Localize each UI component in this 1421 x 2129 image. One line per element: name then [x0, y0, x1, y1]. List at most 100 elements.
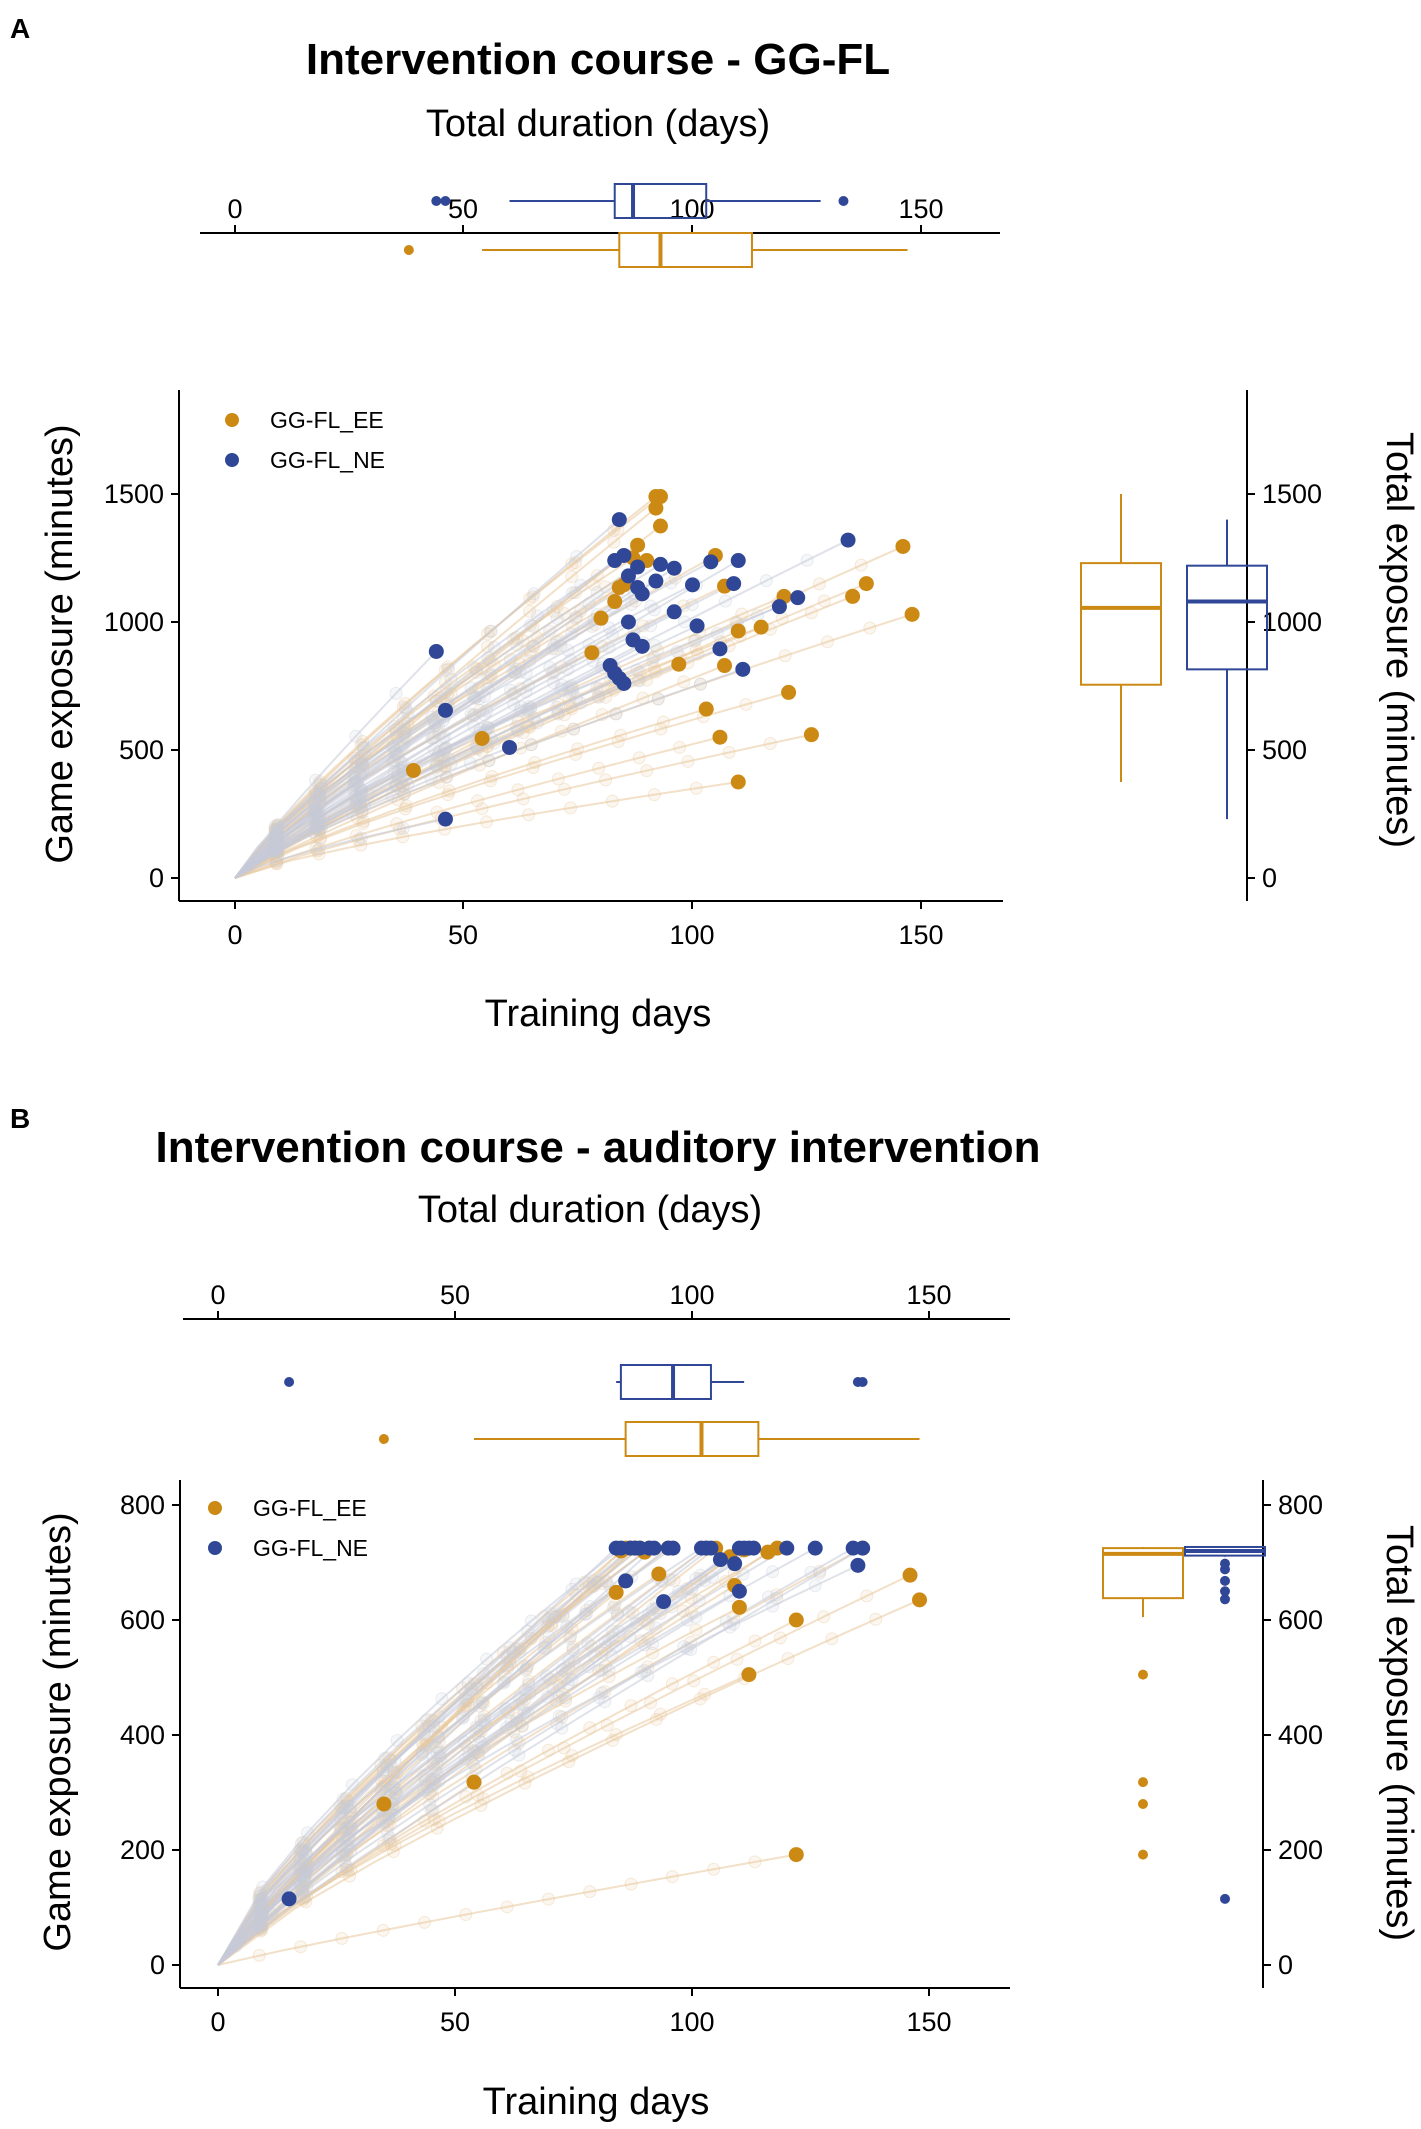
trajectory-ne-24 — [217, 1547, 854, 1966]
trajectory-marker-ee-26-13 — [781, 1652, 795, 1666]
trajectory-marker-ne-25-5 — [424, 1783, 438, 1797]
panel-a-rtick-label-0: 0 — [1262, 863, 1277, 893]
trajectory-marker-ee-17-6 — [470, 794, 484, 808]
trajectory-ee-11 — [234, 507, 657, 879]
trajectory-marker-ne-28-8 — [567, 722, 581, 736]
trajectory-marker-ne-24-7 — [507, 1743, 521, 1757]
trajectory-marker-ne-19-6 — [474, 1714, 488, 1728]
trajectory-marker-ne-11-3 — [335, 1801, 349, 1815]
exposure-outlier-ne-4 — [1220, 1594, 1230, 1605]
point-ne-15 — [712, 1552, 728, 1568]
trajectory-marker-ne-23-9 — [595, 1663, 609, 1677]
panel-a-legend: GG-FL_EE GG-FL_NE — [225, 407, 385, 473]
trajectory-ne-18 — [217, 1590, 740, 1966]
panel-b-xtick-label-50: 50 — [440, 2007, 470, 2037]
panel-b-title: Intervention course - auditory intervent… — [155, 1123, 1040, 1172]
trajectory-marker-ne-26-9 — [602, 641, 616, 655]
trajectory-marker-ne-7-2 — [297, 1843, 311, 1857]
point-ee-15 — [698, 701, 714, 717]
panel-b-rtick-label-200: 200 — [1278, 1835, 1323, 1865]
point-ee-17 — [731, 1599, 747, 1615]
trajectory-marker-ne-19-5 — [430, 1746, 444, 1760]
panel-b-legend-key-ne — [208, 1541, 222, 1555]
trajectory-marker-ne-11-5 — [418, 1727, 432, 1741]
trajectory-ne-20 — [217, 1547, 750, 1966]
point-ne-3 — [618, 1573, 634, 1589]
trajectory-marker-ne-6-5 — [439, 685, 453, 699]
panel-a-ytick-label-0: 0 — [149, 863, 164, 893]
trajectory-marker-ne-29-8 — [563, 686, 577, 700]
trajectory-marker-ne-12-5 — [431, 1730, 445, 1744]
trajectory-marker-ee-26-11 — [693, 1692, 707, 1706]
trajectory-marker-ne-22-11 — [692, 1594, 706, 1608]
trajectory-marker-ne-24-9 — [585, 619, 599, 633]
trajectory-marker-ne-8-8 — [570, 549, 584, 563]
trajectory-marker-ee-22-13 — [748, 1634, 762, 1648]
panel-b-top-axis-title: Total duration (days) — [418, 1189, 762, 1231]
trajectory-marker-ne-30-8 — [550, 700, 564, 714]
trajectory-ne-25 — [234, 647, 721, 879]
trajectory-marker-ne-31-7 — [514, 700, 528, 714]
trajectory-marker-ee-25-11 — [687, 1674, 701, 1688]
trajectory-marker-ee-26-14 — [825, 1632, 839, 1646]
trajectory-marker-ne-21-10 — [623, 1630, 637, 1644]
panel-a-right-axis-title: Total exposure (minutes) — [1378, 432, 1420, 848]
trajectory-marker-ee-25-13 — [763, 736, 777, 750]
trajectory-marker-ne-24-4 — [387, 739, 401, 753]
trajectory-marker-ne-2-2 — [312, 842, 326, 856]
point-ee-25 — [902, 1567, 918, 1583]
trajectory-marker-ne-19-1 — [255, 1897, 269, 1911]
trajectory-marker-ne-2-4 — [390, 1733, 404, 1747]
point-ee-13 — [652, 489, 668, 505]
trajectory-marker-ne-22-9 — [602, 621, 616, 635]
trajectory-marker-ne-24-4 — [380, 1826, 394, 1840]
trajectory-marker-ee-20-7 — [522, 808, 536, 822]
trajectory-ne-2 — [217, 1547, 622, 1966]
trajectory-marker-ee-17-11 — [673, 740, 687, 754]
trajectory-marker-ee-25-10 — [644, 1696, 658, 1710]
point-ne-30 — [790, 590, 806, 606]
trajectory-marker-ne-25-4 — [382, 1810, 396, 1824]
trajectory-marker-ne-26-3 — [340, 1860, 354, 1874]
trajectory-marker-ne-9-6 — [487, 640, 501, 654]
trajectory-marker-ee-24-9 — [611, 735, 625, 749]
panel-a-top-tick-label-150: 150 — [898, 194, 943, 224]
point-ne-24 — [703, 554, 719, 570]
point-ne-17 — [634, 638, 650, 654]
trajectory-marker-ee-17-10 — [632, 751, 646, 765]
point-ee-17 — [712, 729, 728, 745]
trajectory-marker-ee-23-6 — [459, 1908, 473, 1922]
trajectory-marker-ne-31-8 — [555, 678, 569, 692]
trajectory-marker-ne-28-11 — [694, 677, 708, 691]
trajectory-marker-ee-23-4 — [376, 1923, 390, 1937]
trajectory-marker-ne-24-3 — [347, 766, 361, 780]
panel-b-ytick-label-0: 0 — [150, 1950, 165, 1980]
trajectory-marker-ne-27-4 — [396, 756, 410, 770]
panel-b-top-axis: 0 50 100 150 — [183, 1280, 1010, 1320]
trajectory-marker-ee-19-11 — [677, 675, 691, 689]
trajectory-marker-ee-24-5 — [441, 788, 455, 802]
trajectory-ne-14 — [234, 566, 639, 879]
trajectory-marker-ne-12-9 — [607, 1600, 621, 1614]
duration-outlier-ne-0 — [284, 1377, 295, 1387]
trajectory-marker-ee-23-7 — [500, 1900, 514, 1914]
trajectory-marker-ne-23-7 — [510, 1716, 524, 1730]
trajectory-marker-ne-12-4 — [387, 1766, 401, 1780]
trajectory-ne-9 — [234, 554, 625, 879]
exposure-box-ee — [1102, 1547, 1184, 1600]
trajectory-ne-24 — [234, 560, 712, 879]
point-ne-23 — [807, 1540, 823, 1556]
trajectory-marker-ee-13-5 — [441, 660, 455, 674]
trajectory-marker-ee-25-8 — [557, 1741, 571, 1755]
trajectory-marker-ne-26-10 — [644, 619, 658, 633]
trajectory-marker-ne-22-8 — [561, 643, 575, 657]
panel-a-top-tick-label-50: 50 — [448, 194, 478, 224]
trajectory-marker-ee-17-10 — [646, 1646, 659, 1660]
trajectory-marker-ne-9-5 — [444, 672, 458, 686]
trajectory-marker-ne-23-8 — [552, 1689, 566, 1703]
duration-outlier-ne-0 — [431, 196, 442, 206]
panel-b-top-tick-label-100: 100 — [669, 1280, 714, 1310]
trajectory-marker-ne-26-9 — [598, 1695, 612, 1709]
duration-outlier-ee-0 — [403, 245, 414, 255]
trajectory-marker-ne-24-1 — [268, 827, 282, 841]
